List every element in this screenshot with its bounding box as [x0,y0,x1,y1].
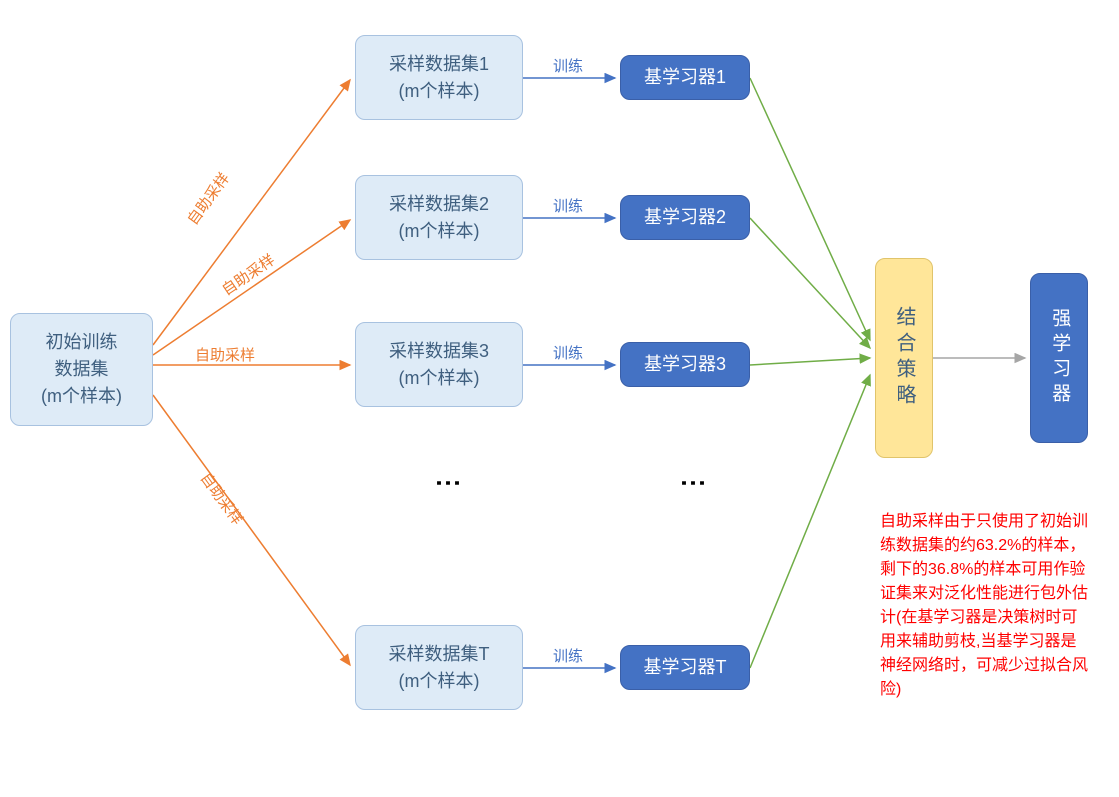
learner-node-T: 基学习器T [620,645,750,690]
combine-node: 结合策略 [875,258,933,458]
train-label-4: 训练 [553,645,583,666]
sample-node-T: 采样数据集T (m个样本) [355,625,523,710]
strong-learner-node: 强学习器 [1030,273,1088,443]
annotation-note: 自助采样由于只使用了初始训练数据集的约63.2%的样本，剩下的36.8%的样本可… [880,510,1090,702]
learner-node-2: 基学习器2 [620,195,750,240]
source-line3: (m个样本) [41,383,122,410]
sample-label-3: 自助采样 [195,344,255,365]
train-label-1: 训练 [553,55,583,76]
sample-node-2: 采样数据集2 (m个样本) [355,175,523,260]
learner-node-3: 基学习器3 [620,342,750,387]
source-line1: 初始训练 [46,329,118,356]
train-label-3: 训练 [553,342,583,363]
sample-node-1: 采样数据集1 (m个样本) [355,35,523,120]
sample-node-3: 采样数据集3 (m个样本) [355,322,523,407]
source-node: 初始训练 数据集 (m个样本) [10,313,153,426]
sample-label-4: 自助采样 [196,468,248,529]
ellipsis-samples: ⋮ [433,470,464,494]
sample-label-1: 自助采样 [182,168,234,229]
ellipsis-learners: ⋮ [678,470,709,494]
sample-label-2: 自助采样 [217,249,278,300]
source-line2: 数据集 [55,356,109,383]
train-label-2: 训练 [553,195,583,216]
learner-node-1: 基学习器1 [620,55,750,100]
